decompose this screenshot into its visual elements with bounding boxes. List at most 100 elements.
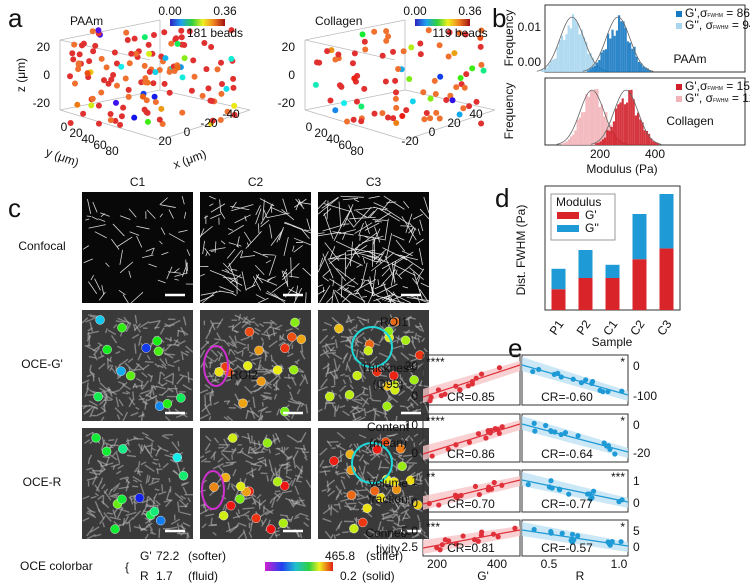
bead	[420, 89, 427, 96]
bead	[371, 28, 378, 35]
fiber	[374, 473, 379, 482]
point	[605, 388, 611, 395]
fiber	[382, 296, 397, 304]
fiber	[181, 196, 185, 205]
fiber	[124, 478, 131, 484]
fiber	[336, 268, 359, 285]
fiber	[299, 350, 306, 360]
fiber	[296, 480, 302, 483]
fiber	[299, 533, 303, 539]
bead	[179, 41, 186, 48]
fiber	[180, 530, 187, 536]
bead	[324, 48, 331, 55]
fiber	[103, 512, 112, 522]
fiber	[228, 242, 236, 246]
fit-curve	[582, 16, 654, 72]
roi	[351, 442, 393, 484]
fiber	[230, 341, 238, 349]
fiber	[148, 263, 157, 268]
hist-bar	[634, 115, 637, 145]
fiber	[155, 500, 161, 506]
bead	[226, 500, 236, 511]
fiber	[210, 213, 221, 219]
fiber	[144, 533, 149, 540]
fiber	[362, 387, 366, 394]
fiber	[298, 367, 305, 373]
fiber	[238, 313, 242, 321]
bead	[101, 77, 108, 84]
fiber	[272, 492, 282, 500]
legend-swatch	[676, 84, 682, 90]
bead	[478, 27, 485, 34]
point	[495, 426, 501, 433]
fiber	[317, 251, 329, 273]
z-tick-label: 20	[37, 40, 51, 54]
fiber	[409, 402, 415, 409]
fiber	[371, 252, 395, 272]
bead	[447, 92, 454, 99]
fiber	[225, 378, 232, 382]
fiber	[269, 206, 287, 215]
bead	[117, 322, 127, 333]
hist-bar	[613, 35, 616, 72]
cr-label: CR=0.85	[447, 390, 495, 404]
y-tick-label: 20	[69, 126, 83, 140]
colorbar-title: OCE colorbar	[20, 559, 93, 573]
fiber	[305, 292, 307, 304]
fiber	[144, 505, 151, 508]
fiber	[335, 464, 339, 469]
panel-label: c	[8, 193, 21, 223]
fiber	[348, 354, 352, 362]
legend-text: G'', σ	[685, 18, 714, 32]
fiber	[317, 408, 323, 413]
y-tick-label: 1	[411, 474, 418, 488]
hist-bar	[602, 50, 605, 72]
legend-swatch	[676, 23, 682, 29]
fiber	[340, 479, 346, 490]
fiber	[416, 268, 425, 281]
hist-bar	[572, 134, 575, 145]
fiber	[99, 397, 107, 406]
fiber	[358, 434, 367, 439]
fiber	[250, 356, 262, 362]
colorbar-note: (fluid)	[188, 569, 218, 583]
fiber	[336, 364, 341, 372]
fiber	[170, 518, 181, 525]
y-tick-label: 0	[411, 496, 418, 510]
fiber	[302, 444, 306, 452]
fiber	[128, 270, 132, 278]
fiber	[105, 328, 108, 334]
bead	[289, 365, 299, 375]
fiber	[243, 385, 253, 395]
bead	[205, 85, 212, 92]
fiber	[321, 196, 339, 209]
hist-bar	[635, 56, 638, 72]
fiber	[202, 240, 205, 255]
y2-tick-label: -100	[633, 389, 657, 403]
fiber	[270, 473, 275, 482]
fiber	[355, 407, 361, 414]
fiber	[104, 393, 108, 403]
bead	[132, 50, 139, 57]
point	[618, 539, 624, 545]
fiber	[300, 344, 304, 353]
fiber	[392, 234, 405, 241]
point	[490, 531, 497, 537]
fiber	[177, 501, 180, 513]
point	[491, 479, 497, 486]
fiber	[366, 471, 376, 480]
fiber	[136, 468, 140, 475]
fiber	[204, 442, 211, 452]
fiber	[408, 361, 418, 371]
fiber	[278, 226, 284, 241]
bar	[632, 259, 647, 310]
fiber	[243, 231, 252, 243]
fiber	[260, 337, 265, 342]
fiber	[132, 383, 136, 389]
fiber	[167, 363, 175, 368]
bead	[392, 77, 399, 84]
fiber	[291, 498, 295, 507]
fiber	[345, 472, 351, 479]
fiber	[409, 437, 414, 442]
bead	[231, 102, 238, 109]
